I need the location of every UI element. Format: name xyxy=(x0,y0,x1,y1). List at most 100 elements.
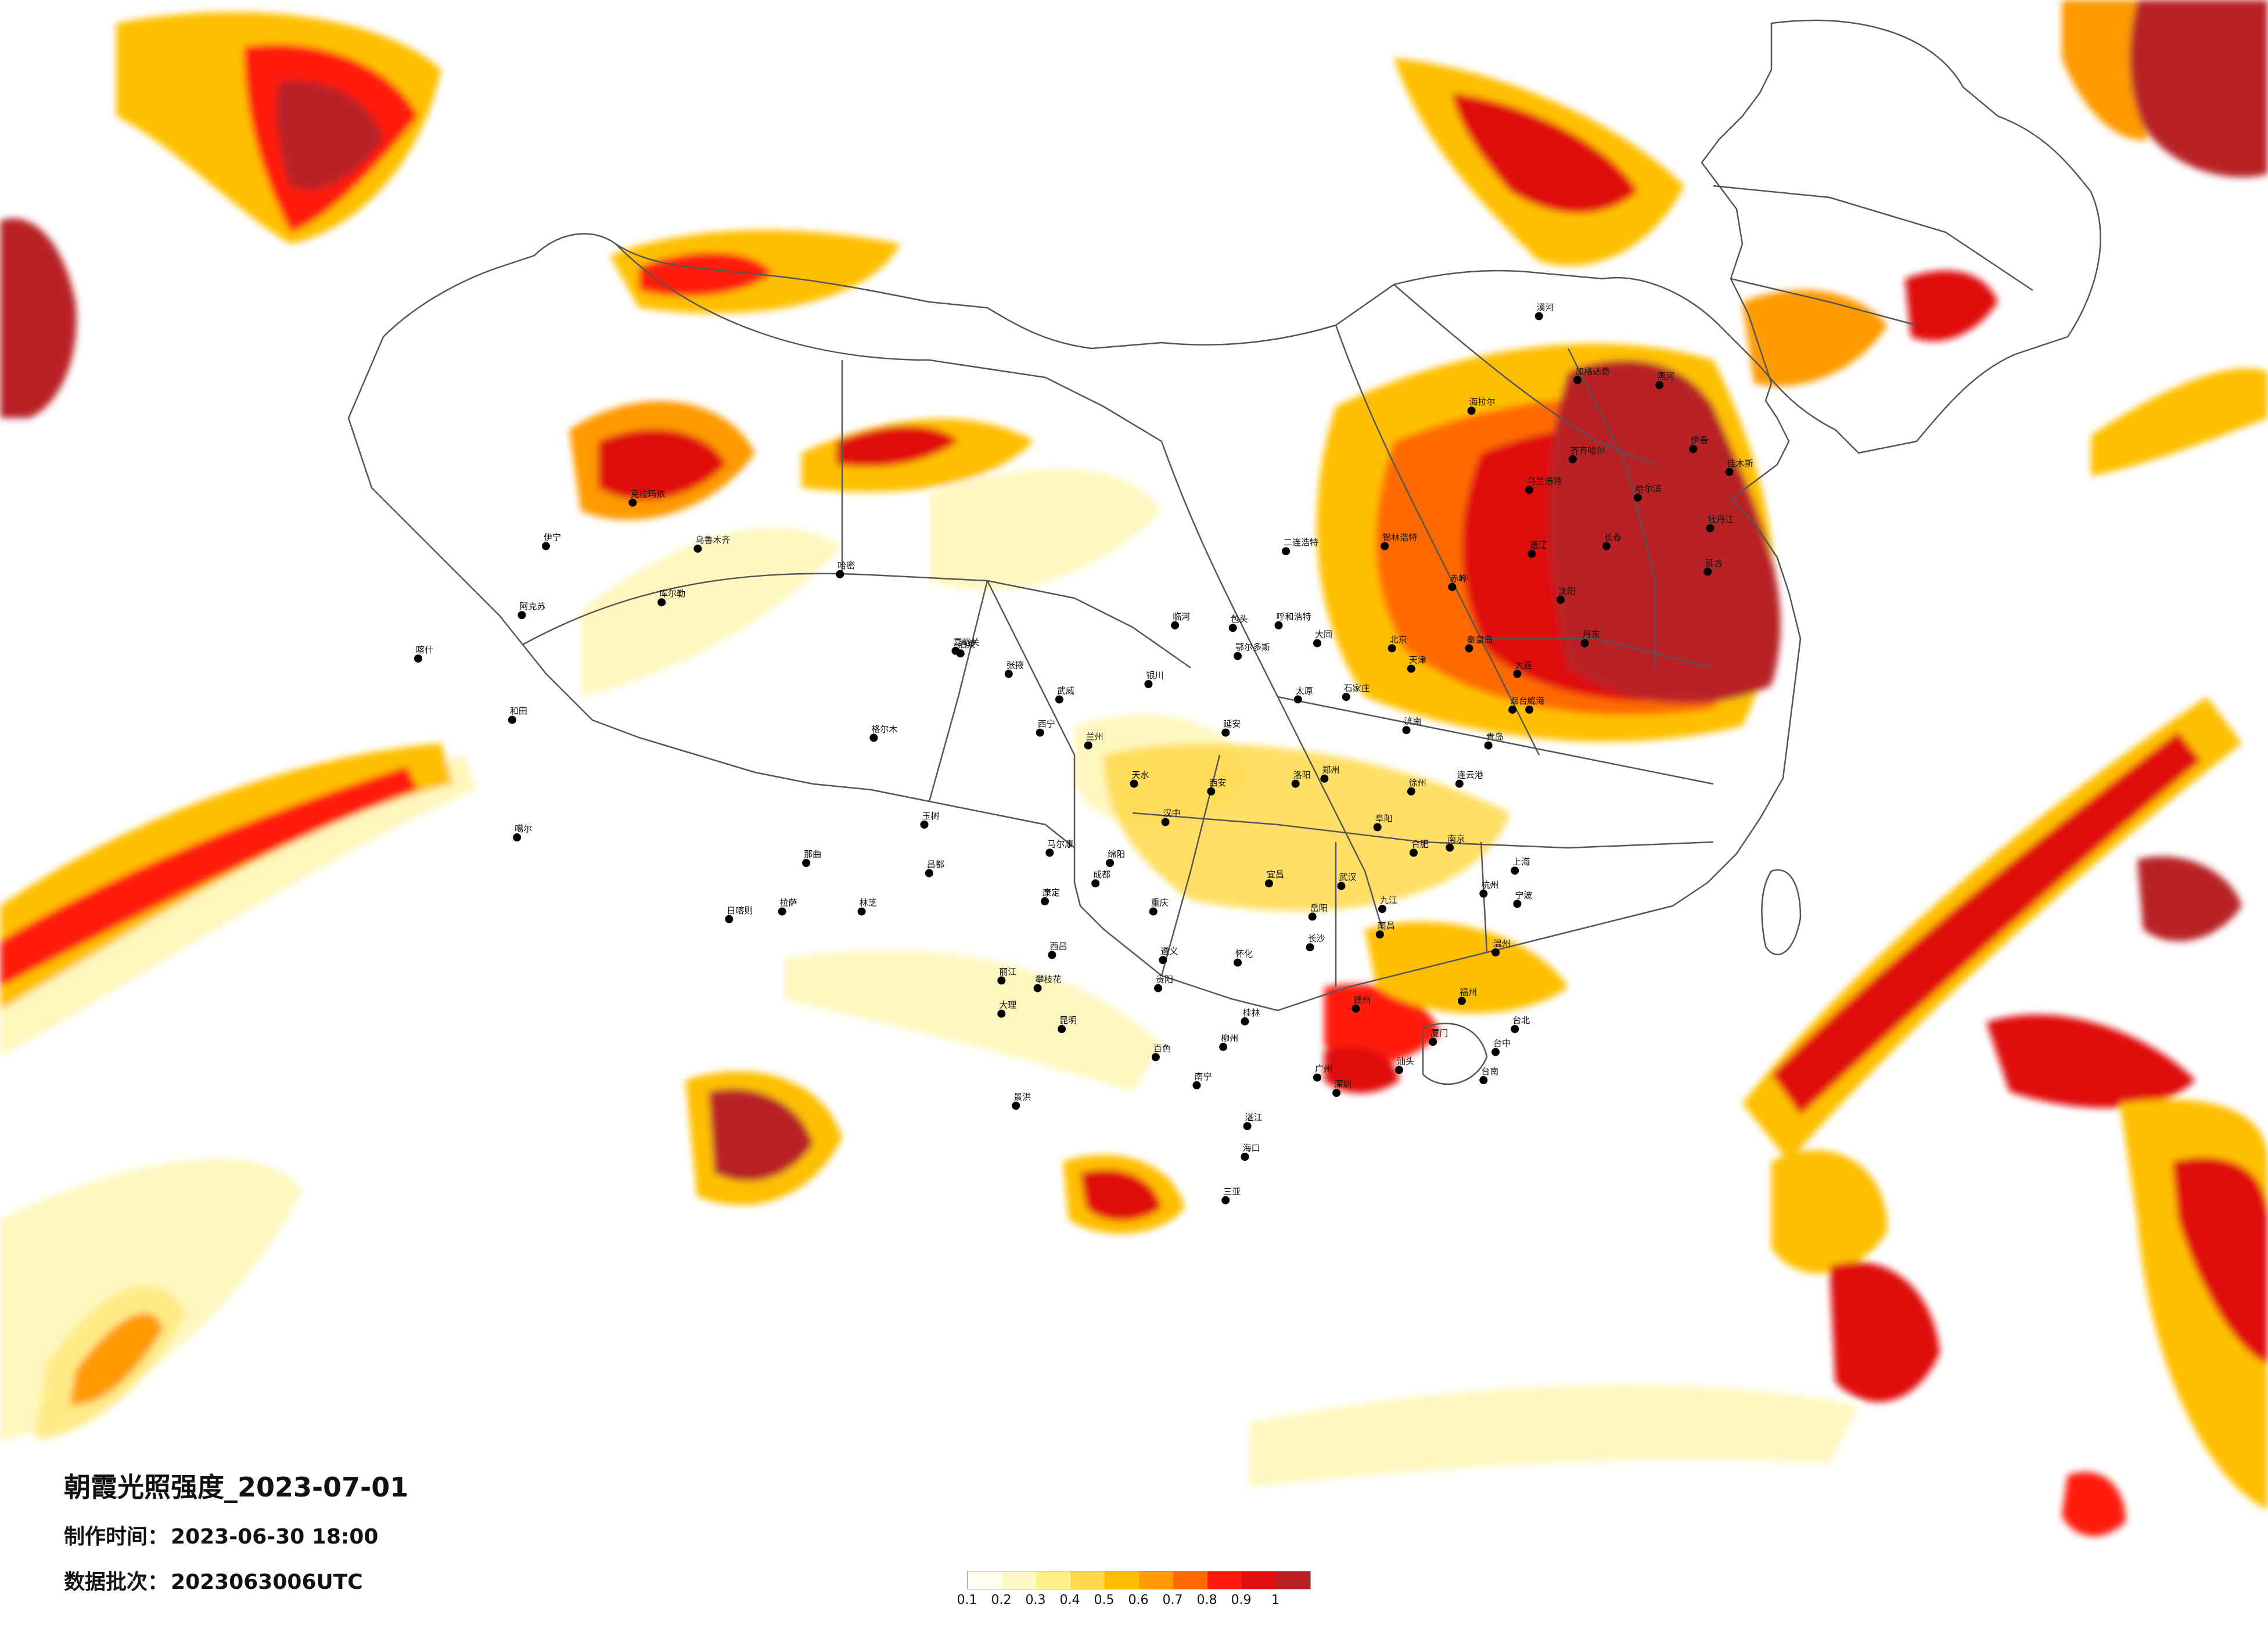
city-dot xyxy=(1041,897,1049,905)
city-dot xyxy=(1154,984,1163,992)
city-dot xyxy=(657,598,666,607)
city-label: 徐州 xyxy=(1409,778,1426,788)
city-dot xyxy=(778,907,786,916)
city-label: 昆明 xyxy=(1059,1015,1077,1026)
island-boundary xyxy=(1761,869,1802,955)
city-label: 黑河 xyxy=(1657,371,1674,382)
city-dot xyxy=(1306,943,1314,952)
data-batch-value: 2023063006UTC xyxy=(171,1570,363,1594)
field-patch xyxy=(1324,1046,1400,1093)
city-label: 齐齐哈尔 xyxy=(1570,445,1605,456)
city-label: 遵义 xyxy=(1160,946,1178,956)
city-label: 日喀则 xyxy=(727,905,753,916)
city-label: 西昌 xyxy=(1049,941,1067,951)
city-dot xyxy=(1149,907,1158,916)
city-dot xyxy=(508,715,516,724)
field-patch xyxy=(709,1088,813,1181)
city-label: 贵阳 xyxy=(1156,974,1173,985)
city-label: 锡林浩特 xyxy=(1382,532,1417,542)
city-label: 格尔木 xyxy=(871,724,897,734)
city-dot xyxy=(1525,706,1534,714)
province-boundary xyxy=(1160,441,1383,930)
city-dot xyxy=(1706,524,1715,533)
colorbar-swatch xyxy=(1002,1571,1036,1589)
city-dot xyxy=(1409,848,1418,857)
city-label: 台南 xyxy=(1481,1066,1498,1077)
city-label: 重庆 xyxy=(1151,898,1169,908)
city-label: 赣州 xyxy=(1353,995,1371,1005)
city-dot xyxy=(1429,1038,1437,1046)
city-label: 秦皇岛 xyxy=(1467,634,1493,645)
colorbar-tick-label: 0.6 xyxy=(1128,1593,1149,1607)
city-label: 九江 xyxy=(1380,895,1397,905)
city-dot xyxy=(1457,997,1466,1005)
city-label: 海拉尔 xyxy=(1469,397,1496,407)
field-patch xyxy=(598,429,726,500)
city-label: 嘉峪关 xyxy=(953,637,979,647)
city-dot xyxy=(1234,652,1242,660)
city-dot xyxy=(1448,582,1457,591)
city-dot xyxy=(1332,1089,1341,1097)
production-time-label: 制作时间： xyxy=(64,1525,169,1549)
city-label: 乌兰浩特 xyxy=(1527,476,1562,487)
city-label: 林芝 xyxy=(860,898,877,908)
field-patch xyxy=(0,218,77,418)
city-dot xyxy=(920,821,929,829)
field-patch xyxy=(1830,1262,1940,1402)
city-dot xyxy=(1446,843,1454,852)
city-dot xyxy=(1373,823,1382,832)
field-patch xyxy=(2062,1472,2126,1537)
city-label: 台北 xyxy=(1512,1015,1530,1026)
city-label: 南京 xyxy=(1447,834,1465,844)
city-dot xyxy=(1602,542,1611,551)
city-label: 库尔勒 xyxy=(659,588,685,599)
colorbar-swatch xyxy=(1276,1571,1310,1589)
field-patch xyxy=(1771,732,2201,1115)
city-dot xyxy=(1313,639,1321,647)
city-label: 阜阳 xyxy=(1375,813,1393,823)
province-boundary xyxy=(1730,278,1917,326)
city-label: 哈密 xyxy=(838,560,855,571)
colorbar-tick-label: 0.1 xyxy=(957,1593,977,1607)
city-label: 攀枝花 xyxy=(1036,974,1062,985)
boundaries xyxy=(347,19,2101,1085)
city-label: 西宁 xyxy=(1038,719,1055,729)
city-dot xyxy=(517,611,526,620)
city-dot xyxy=(1207,787,1216,796)
city-label: 张掖 xyxy=(1007,660,1024,670)
city-dot xyxy=(1511,1025,1519,1033)
city-label: 宁波 xyxy=(1515,890,1532,900)
city-dot xyxy=(925,869,933,877)
field-patch xyxy=(2091,368,2268,476)
city-label: 昌都 xyxy=(927,859,944,870)
city-dot xyxy=(1234,958,1242,967)
field-patch xyxy=(1986,1015,2195,1108)
city-dot xyxy=(1291,779,1300,788)
field-patch xyxy=(2172,1157,2268,1365)
city-label: 百色 xyxy=(1153,1043,1171,1053)
city-dot xyxy=(1264,879,1273,888)
city-label: 漠河 xyxy=(1537,302,1554,312)
province-boundary xyxy=(928,580,989,802)
field-patch xyxy=(1452,93,1638,214)
field-patch xyxy=(70,1313,163,1405)
island-boundary xyxy=(1422,1023,1488,1085)
city-label: 威海 xyxy=(1527,696,1544,706)
city-label: 喀什 xyxy=(416,645,433,655)
city-dot xyxy=(1378,905,1386,913)
city-label: 烟台 xyxy=(1510,696,1527,706)
field-patch xyxy=(1905,270,1998,341)
field-patch xyxy=(1771,1150,1888,1274)
city-label: 长沙 xyxy=(1308,933,1325,944)
city-label: 天津 xyxy=(1409,655,1426,665)
city-label: 柳州 xyxy=(1221,1033,1238,1044)
colorbar-tick-label: 1 xyxy=(1271,1593,1279,1607)
city-dot xyxy=(997,1009,1006,1018)
city-dot xyxy=(1048,951,1056,959)
city-dot xyxy=(513,833,522,841)
city-dot xyxy=(1084,741,1092,750)
city-label: 兰州 xyxy=(1086,732,1104,742)
colorbar-swatch xyxy=(1207,1571,1242,1589)
city-label: 武汉 xyxy=(1339,872,1356,883)
city-dot xyxy=(725,915,734,923)
